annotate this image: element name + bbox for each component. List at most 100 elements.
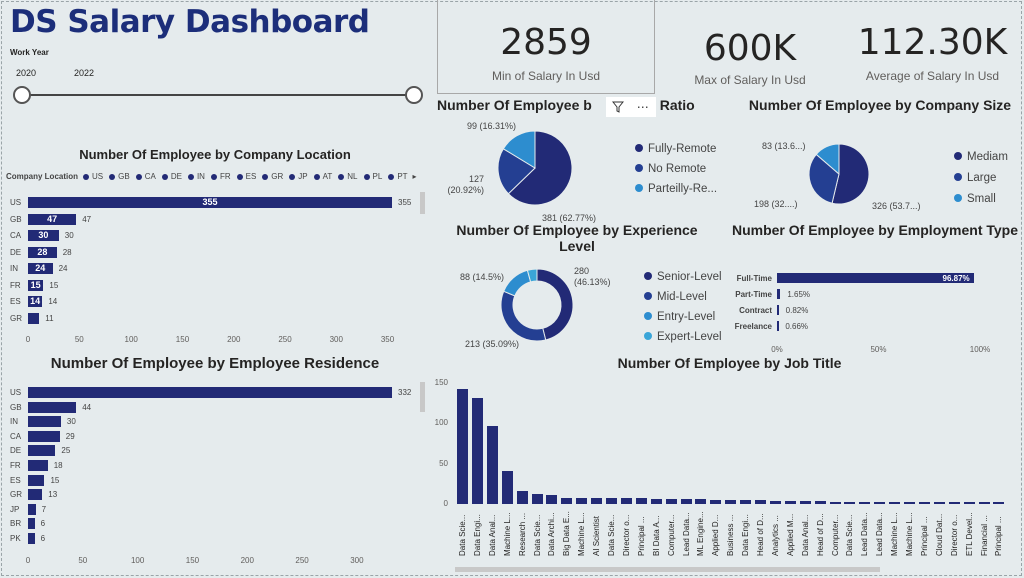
residence-bar[interactable] — [28, 445, 56, 457]
location-bar[interactable] — [28, 263, 53, 274]
jobtitle-bar[interactable] — [963, 502, 975, 504]
location-bar[interactable] — [28, 197, 392, 208]
jobtitle-bar[interactable] — [606, 498, 617, 504]
jobtitle-bar[interactable] — [650, 499, 662, 504]
pie-slice[interactable] — [502, 130, 536, 169]
jobtitle-bar[interactable] — [933, 502, 945, 504]
location-legend-item[interactable]: DE — [161, 172, 182, 181]
jobtitle-bar[interactable] — [948, 502, 960, 504]
jobtitle-bar[interactable] — [874, 501, 886, 504]
slicer-start-handle[interactable] — [13, 86, 31, 104]
jobtitle-bar[interactable] — [665, 499, 677, 504]
jobtitle-bar[interactable] — [784, 500, 796, 504]
jobtitle-column-chart[interactable]: 0 50 100 150 Data Scie... Data Engi... Data An… — [430, 375, 1024, 575]
jobtitle-bar[interactable] — [620, 498, 632, 504]
employment-bar[interactable] — [777, 305, 779, 315]
residence-bar-chart[interactable]: US 332 GB 44 IN 30 CA 29 DE 25 FR 18 ES 15 GR 13 JP 7 BR 6 P… — [0, 380, 430, 575]
legend-next-icon[interactable]: ▸ — [412, 172, 417, 181]
jobtitle-scrollbar[interactable] — [455, 567, 880, 572]
jobtitle-bar[interactable] — [516, 491, 528, 504]
location-legend-item[interactable]: JP — [289, 172, 308, 181]
filter-icon[interactable] — [612, 101, 625, 113]
location-bar[interactable] — [28, 279, 44, 291]
pie-slice[interactable] — [500, 290, 547, 342]
employment-bar-chart[interactable]: Full-Time 96.87% Part-Time 1.65% Contract 0.8… — [730, 268, 1020, 358]
jobtitle-bar[interactable] — [799, 500, 811, 504]
min-salary-card[interactable] — [437, 0, 655, 94]
employment-bar[interactable] — [777, 289, 781, 299]
jobtitle-bar[interactable] — [531, 494, 543, 504]
residence-bar[interactable] — [28, 518, 35, 530]
location-legend-item[interactable]: PT — [388, 172, 408, 181]
residence-bar[interactable] — [28, 503, 36, 515]
jobtitle-bar[interactable] — [471, 397, 483, 504]
jobtitle-bar[interactable] — [889, 501, 901, 504]
location-legend-item[interactable]: ES — [236, 172, 256, 181]
experience-donut-chart[interactable]: Senior-Level Mid-Level Entry-Level Expert-L… — [437, 260, 737, 355]
jobtitle-bar[interactable] — [546, 495, 558, 504]
remote-pie-chart[interactable]: Fully-Remote No Remote Parteilly-Re... 381 … — [437, 118, 737, 223]
location-legend-item[interactable]: GR — [262, 172, 283, 181]
residence-bar[interactable] — [28, 430, 60, 442]
employment-bar[interactable] — [777, 273, 974, 283]
jobtitle-bar[interactable] — [457, 388, 468, 504]
residence-bar[interactable] — [28, 533, 35, 544]
jobtitle-bar[interactable] — [501, 470, 513, 504]
jobtitle-bar[interactable] — [695, 499, 707, 504]
jobtitle-bar[interactable] — [486, 425, 498, 504]
location-bar[interactable] — [28, 296, 43, 307]
location-bar[interactable] — [28, 213, 77, 225]
location-bar-chart[interactable]: US 355 355 GB 47 47 CA 30 30 DE 28 28 IN 24 24 FR 15 15 ES… — [0, 188, 430, 348]
jobtitle-bar[interactable] — [561, 497, 573, 504]
location-bar[interactable] — [28, 246, 57, 258]
location-legend-item[interactable]: AT — [313, 172, 332, 181]
residence-bar[interactable] — [28, 387, 392, 398]
pie-slice[interactable] — [831, 143, 870, 205]
jobtitle-bar[interactable] — [829, 501, 841, 504]
pie-slice[interactable] — [507, 130, 573, 206]
pie-slice[interactable] — [808, 153, 840, 204]
jobtitle-bar[interactable] — [635, 498, 647, 504]
jobtitle-bar[interactable] — [755, 499, 766, 504]
location-legend-item[interactable]: FR — [210, 172, 231, 181]
jobtitle-bar[interactable] — [576, 497, 588, 504]
jobtitle-bar[interactable] — [993, 502, 1005, 504]
residence-bar[interactable] — [28, 416, 61, 428]
slicer-end-handle[interactable] — [405, 86, 423, 104]
pie-slice[interactable] — [815, 143, 840, 176]
pie-slice[interactable] — [503, 269, 532, 297]
location-legend-item[interactable]: CA — [135, 172, 156, 181]
location-legend-item[interactable]: PL — [363, 172, 382, 181]
jobtitle-bar[interactable] — [591, 498, 603, 504]
residence-bar[interactable] — [28, 460, 48, 471]
jobtitle-bar[interactable] — [904, 501, 915, 504]
jobtitle-bar[interactable] — [769, 500, 781, 504]
jobtitle-bar[interactable] — [978, 502, 990, 504]
slicer-track[interactable] — [22, 94, 414, 96]
size-pie-chart[interactable]: Mediam Large Small 326 (53.7...) 198 (32....… — [740, 136, 1024, 216]
location-bar[interactable] — [28, 312, 40, 324]
residence-scrollbar[interactable] — [420, 382, 425, 412]
location-legend-item[interactable]: IN — [187, 172, 205, 181]
location-legend-item[interactable]: GB — [109, 172, 130, 181]
jobtitle-bar[interactable] — [710, 499, 722, 504]
residence-bar[interactable] — [28, 401, 77, 413]
residence-bar[interactable] — [28, 489, 43, 501]
more-options-icon[interactable]: ⋯ — [636, 100, 650, 114]
residence-bar[interactable] — [28, 474, 45, 486]
location-bar[interactable] — [28, 230, 59, 241]
jobtitle-bar[interactable] — [814, 500, 826, 504]
jobtitle-bar[interactable] — [844, 501, 856, 504]
jobtitle-bar[interactable] — [859, 501, 871, 504]
jobtitle-bar[interactable] — [918, 501, 930, 504]
jobtitle-bar[interactable] — [725, 499, 737, 504]
jobtitle-bar[interactable] — [680, 499, 692, 504]
location-legend-item[interactable]: US — [83, 172, 103, 181]
location-legend-item[interactable]: NL — [338, 172, 358, 181]
jobtitle-bar[interactable] — [740, 499, 752, 504]
location-legend[interactable]: Company Location US GB CA DE IN FR ES GR JP AT NL P… — [6, 172, 426, 181]
employment-bar[interactable] — [777, 321, 779, 331]
location-scrollbar[interactable] — [420, 192, 425, 214]
pie-slice[interactable] — [526, 268, 538, 283]
pie-slice[interactable] — [497, 148, 536, 195]
